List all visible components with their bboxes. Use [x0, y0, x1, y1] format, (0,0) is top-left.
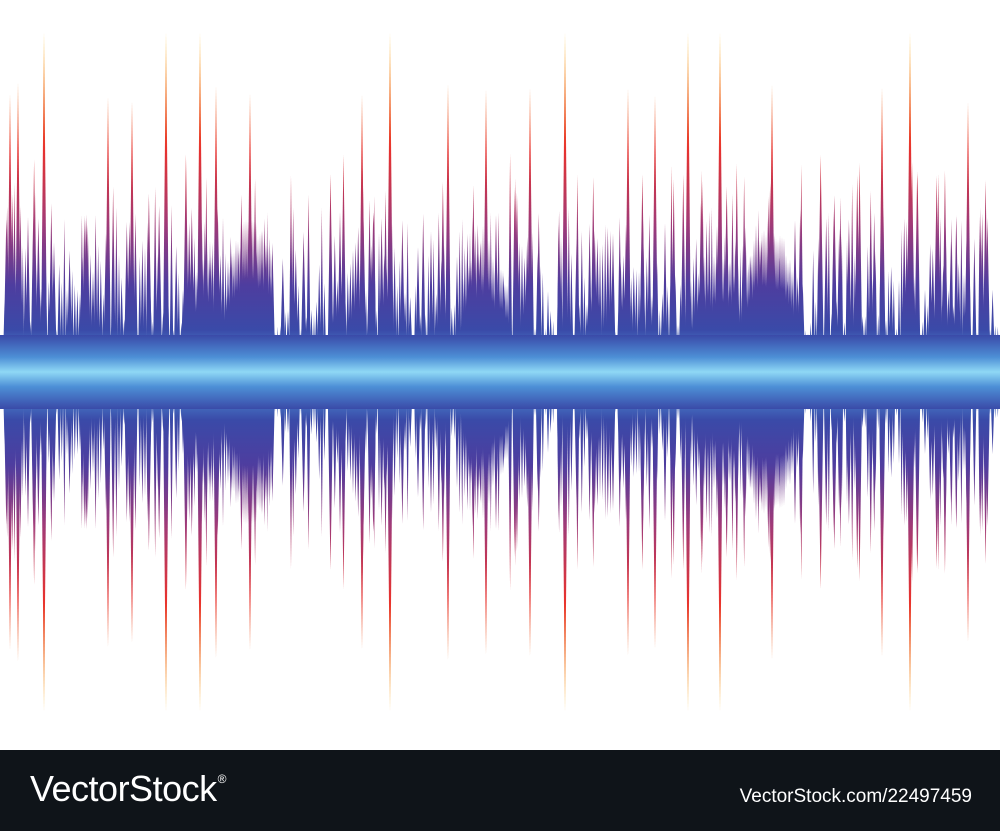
wave-center-band: [0, 335, 1000, 409]
image-id-label: VectorStock.com/22497459: [739, 786, 972, 807]
watermark-footer: VectorStock® VectorStock.com/22497459: [0, 750, 1000, 831]
vectorstock-logo: VectorStock®: [30, 768, 226, 810]
brand-name: VectorStock: [30, 768, 217, 809]
registered-mark: ®: [217, 772, 227, 786]
sound-wave-illustration: [0, 32, 1000, 712]
